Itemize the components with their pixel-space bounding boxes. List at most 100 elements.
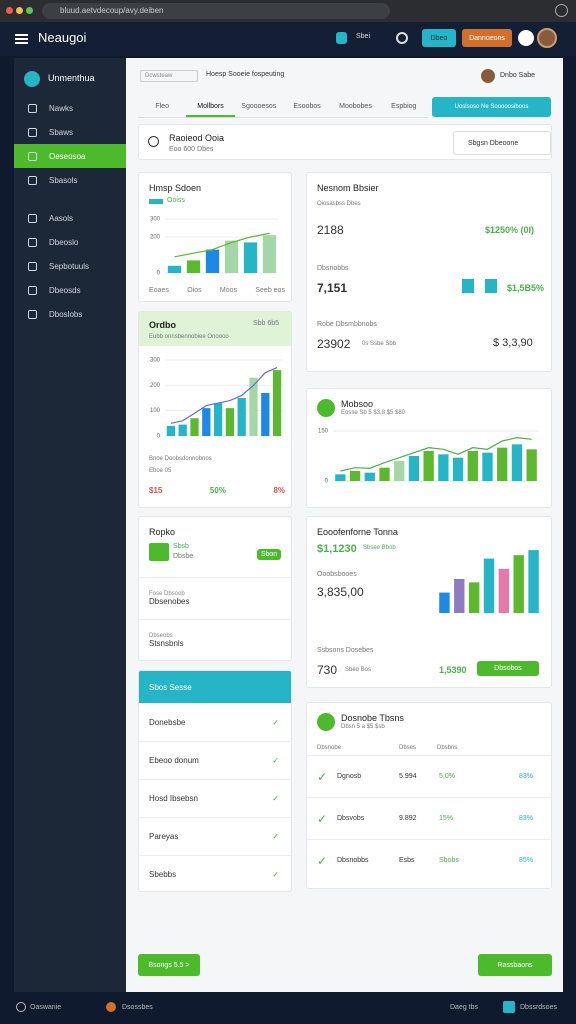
row[interactable]: Ebeoo donum ✓ (139, 741, 291, 779)
bar (178, 424, 187, 436)
row: Dbseobs Stsnsbnls (139, 619, 291, 661)
monthly-card: Mobsoo Eosse Sb 5 $3,8 $5 $80 0 150 (306, 388, 552, 508)
search-input[interactable]: Dcwsteaw (140, 70, 198, 82)
tab[interactable]: Mollbors (186, 96, 235, 117)
url-bar[interactable]: bluud.aetvdecoup/avy.deiben (42, 3, 390, 19)
bar (498, 568, 510, 613)
row[interactable]: Hosd Ibsebsn ✓ (139, 779, 291, 817)
button[interactable]: Sbon (257, 549, 281, 560)
bar (213, 403, 223, 436)
check-icon: ✓ (317, 853, 328, 868)
dot[interactable] (16, 7, 23, 14)
icon[interactable] (396, 32, 408, 44)
bar (202, 408, 211, 436)
button[interactable]: Bsongs 5.5 > (138, 954, 200, 976)
bar (467, 451, 478, 481)
button[interactable]: Sbgsn Dbeoone (453, 131, 551, 155)
label: Ooobsbooes (317, 571, 357, 578)
table-card: Dosnobe Tbsns Dbsn 5 a $5 $sb Dbsnobe Dbs… (306, 702, 552, 889)
top-bar: Neaugoi Sbei Dbeo Dannoeons (0, 22, 576, 56)
note: Eboe 05 (149, 468, 172, 474)
nav-label: Sbaws (49, 127, 74, 137)
button[interactable]: Dbeo (422, 29, 456, 47)
button[interactable]: Uoslsoso Ne Sooooosiboos (432, 97, 551, 117)
check-icon: ✓ (272, 756, 279, 765)
title: Eooofenforne Tonna (317, 527, 398, 537)
nav-item[interactable]: Oeseosoa (14, 144, 126, 168)
icon[interactable] (518, 30, 534, 46)
footer-text: Dbssrdsoes (520, 1004, 557, 1011)
nav-item[interactable]: Dbeosds (14, 278, 126, 302)
value: 7,151 (317, 281, 348, 295)
avatar[interactable] (481, 69, 495, 83)
bar (423, 451, 434, 481)
tab[interactable]: Esoobos (293, 103, 321, 110)
icon (462, 279, 474, 293)
table-row: ✓ Dbsnobbs Esbs Sbobs 85% (307, 839, 551, 881)
row[interactable]: Pareyas ✓ (139, 817, 291, 855)
icon[interactable] (336, 32, 347, 44)
tab[interactable]: Moobobes (339, 103, 372, 110)
nav-item[interactable]: Aasols (14, 206, 126, 230)
main: Dcwsteaw Hoesp Sooeie fospeuting Dnbo Sa… (126, 58, 563, 992)
nav-item[interactable]: Nawks (14, 96, 126, 120)
table-head: Dbsbns (437, 745, 458, 751)
subtitle: Oiosasbss Dbes (317, 201, 361, 207)
sidebar: Unmenthua Nawks Sbaws Oeseosoa Sbasols Aasol… (14, 58, 126, 992)
nav-item[interactable]: Dboslobs (14, 302, 126, 326)
search-icon[interactable] (148, 136, 159, 147)
trend-line (174, 232, 270, 258)
value: 730 (317, 663, 338, 677)
row-text: Dbsenobes (149, 597, 190, 606)
chart: 0 100 200 300 (150, 358, 283, 440)
bar (438, 454, 449, 481)
rows: Donebsbe ✓ Ebeoo donum ✓ Hosd Ibsebsn ✓ Pareya… (139, 703, 291, 891)
button[interactable]: Dannoeons (462, 29, 512, 47)
row[interactable]: Sbebbs ✓ (139, 855, 291, 891)
row[interactable]: Donebsbe ✓ (139, 703, 291, 741)
table-row: ✓ Dgnosb 5.994 5,0% 83% (307, 755, 551, 797)
tab[interactable]: Espbiog (391, 103, 417, 110)
table-header: Dbsnobe Dbses Dbsbns (317, 745, 543, 755)
nav-icon (28, 261, 37, 271)
subtitle: Eubb onnsbennobiee Onoooo (149, 334, 229, 340)
nav-item[interactable]: Sbasols (14, 168, 126, 192)
nav-item[interactable]: Dbeoslo (14, 230, 126, 254)
nav-icon (28, 175, 37, 185)
avatar[interactable] (537, 28, 557, 48)
title: Raoieod Ooia (169, 133, 225, 143)
label: Ssbsons Dosebes (317, 647, 374, 654)
stat: 50% (209, 486, 226, 495)
footer-text: Dsossbes (122, 1004, 153, 1011)
bar (167, 265, 182, 273)
footer-text: Oaswanie (30, 1004, 62, 1011)
tab[interactable]: Fleo (155, 103, 169, 110)
value: 1,5390 (439, 665, 467, 675)
dot[interactable] (26, 7, 33, 14)
bar (225, 408, 235, 436)
nav-item[interactable]: Sbaws (14, 120, 126, 144)
badge: Sbei (356, 33, 371, 40)
perf-card: Eooofenforne Tonna $1,1230 Sbsee Bbob Oo… (306, 516, 552, 688)
x-label: Moos (219, 287, 238, 294)
dot[interactable] (6, 7, 13, 14)
y-tick-label: 150 (318, 429, 329, 435)
button[interactable]: Dbsobos (477, 661, 539, 676)
menu-icon[interactable] (15, 34, 28, 36)
nav-icon (28, 309, 37, 319)
y-tick-label: 200 (150, 383, 161, 389)
footer-text: Daeg tbs (450, 1004, 479, 1011)
tab[interactable]: Sgoooesos (241, 103, 277, 110)
profile-icon[interactable] (555, 4, 568, 17)
chart: 0 150 (318, 429, 539, 485)
title: Ropko (149, 527, 176, 537)
button[interactable]: Rassbaons (478, 954, 552, 976)
nav-item[interactable]: Sepbotuuls (14, 254, 126, 278)
bar (237, 398, 246, 436)
cell: Dbsnobbs (337, 857, 369, 864)
label: Robe Dbsmbbnobs (317, 321, 377, 328)
tabs: Fleo Mollbors Sgoooesos Esoobos Moobobes Espb… (138, 96, 428, 118)
bar (439, 592, 450, 613)
bar (224, 240, 239, 273)
bar (511, 444, 523, 481)
